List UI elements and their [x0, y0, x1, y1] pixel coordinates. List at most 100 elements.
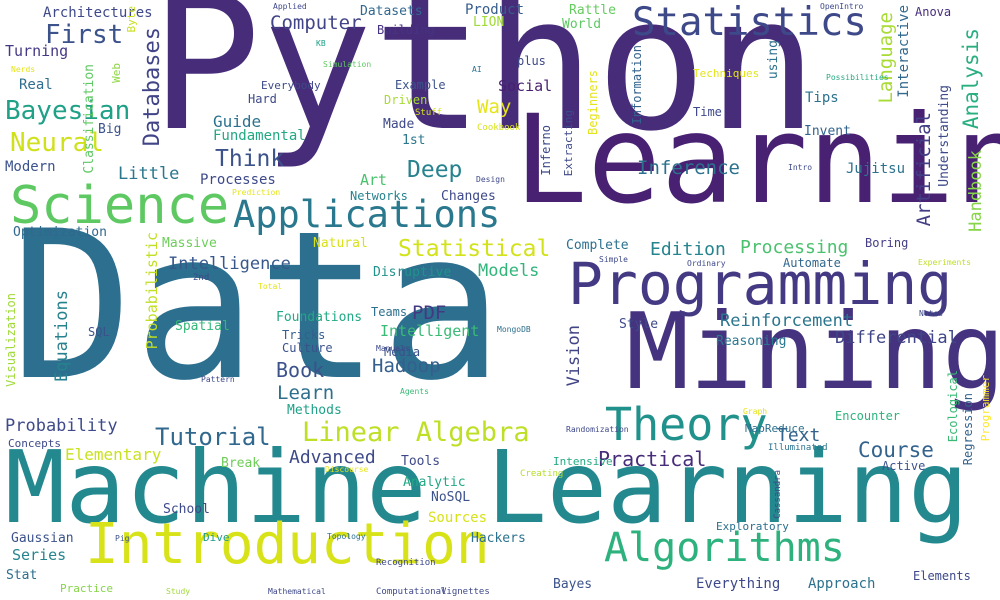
cloud-word: MongoDB [497, 325, 531, 334]
cloud-word: Sources [428, 510, 488, 526]
cloud-word: Text [777, 425, 821, 446]
cloud-word: Recognition [376, 558, 436, 568]
cloud-word: NoSQL [431, 490, 471, 505]
cloud-word: Analytic [403, 475, 466, 490]
cloud-word: Big [98, 122, 122, 137]
cloud-word: Learn [277, 382, 335, 404]
cloud-word: Ordinary [687, 259, 726, 268]
cloud-word: Nerds [11, 65, 36, 74]
cloud-word: Turning [5, 42, 69, 60]
cloud-word: 1st [402, 133, 426, 148]
cloud-word: Deep [407, 157, 463, 183]
cloud-word: Concepts [8, 437, 61, 450]
cloud-word: Tips [805, 90, 839, 106]
cloud-word: Linear Algebra [302, 417, 530, 448]
cloud-word: World [562, 17, 602, 32]
cloud-word: Interactive [896, 5, 912, 98]
cloud-word: Cookbook [477, 123, 521, 133]
cloud-word: Natural [313, 236, 368, 251]
cloud-word: Probabilistic [143, 232, 161, 350]
cloud-word: Gaussian [11, 531, 74, 546]
cloud-word: Stat [6, 568, 38, 583]
cloud-word: Rattle [569, 3, 616, 18]
cloud-word: Hadoop [372, 355, 441, 377]
cloud-word: Vision [564, 325, 584, 387]
cloud-word: Programmer [979, 375, 992, 442]
cloud-word: Example [395, 78, 446, 92]
cloud-word: Way [477, 96, 512, 118]
cloud-word: Modern [5, 159, 56, 175]
cloud-word: Changes [441, 189, 496, 204]
cloud-word: Experiments [918, 258, 971, 267]
cloud-word: Pig [115, 534, 130, 543]
cloud-word: Hackers [471, 531, 526, 546]
cloud-word: Vignettes [441, 587, 490, 597]
cloud-word: Possibilities [826, 73, 889, 82]
cloud-word: First [45, 20, 124, 50]
cloud-word: Bayes [553, 577, 593, 592]
cloud-word: plus [517, 54, 546, 68]
cloud-word: Creating [520, 469, 564, 479]
cloud-word: School [163, 502, 210, 517]
cloud-word: Break [221, 456, 261, 471]
cloud-word: Time [693, 105, 722, 119]
cloud-word: Design [476, 175, 505, 184]
cloud-word: Elements [913, 569, 971, 583]
cloud-word: Manuals [376, 344, 410, 353]
cloud-word: Differential [835, 328, 958, 348]
cloud-word: Networks [350, 189, 408, 203]
cloud-word: Extracting [562, 110, 575, 177]
cloud-word: Exploratory [716, 520, 789, 533]
cloud-word: Disruptive [373, 265, 452, 280]
cloud-word: Discourse [325, 465, 369, 474]
cloud-word: Introduction [85, 512, 490, 577]
cloud-word: 2nd [193, 273, 210, 283]
cloud-word: Language [875, 12, 897, 104]
cloud-word: Everything [696, 576, 781, 592]
cloud-word: Advanced [289, 447, 376, 468]
cloud-word: Byte [125, 6, 138, 33]
cloud-word: Building [377, 23, 435, 37]
cloud-word: Style [619, 317, 659, 332]
cloud-word: Intensive [553, 455, 613, 468]
cloud-word: Programming [568, 250, 953, 318]
cloud-word: Bayesian [5, 96, 131, 126]
cloud-word: Stuff [415, 108, 443, 118]
cloud-word: Analysis [959, 28, 983, 130]
cloud-word: Driven [384, 93, 428, 107]
cloud-word: LION [473, 15, 505, 30]
cloud-word: Computer [270, 12, 362, 34]
cloud-word: Applications [233, 193, 501, 236]
cloud-word: Elementary [65, 445, 162, 464]
cloud-word: Intro [788, 163, 813, 172]
cloud-word: Pattern [201, 375, 235, 384]
cloud-word: Regression [961, 393, 975, 466]
cloud-word: Anova [915, 5, 952, 19]
cloud-word: Visualization [4, 293, 18, 387]
cloud-word: Invent [804, 124, 851, 139]
cloud-word: Algorithms [604, 525, 845, 571]
cloud-word: Intelligence [168, 254, 291, 274]
cloud-word: Inference [637, 157, 740, 179]
cloud-word: Simulation [323, 60, 372, 69]
cloud-word: Statistical [398, 236, 551, 262]
cloud-word: Equations [52, 290, 72, 383]
cloud-word: Randomization [566, 425, 629, 434]
cloud-word: Mining [626, 291, 1000, 413]
cloud-word: Handbook [966, 150, 986, 232]
cloud-word: Think [215, 146, 285, 172]
cloud-word: Statistics [632, 0, 867, 45]
cloud-word: Approach [808, 576, 876, 592]
cloud-word: Neural [10, 128, 104, 158]
cloud-word: Applied [273, 2, 307, 11]
cloud-word: Notes [919, 309, 944, 318]
cloud-word: Simple [599, 255, 628, 264]
cloud-word: Little [118, 164, 180, 184]
cloud-word: Agents [400, 387, 429, 396]
cloud-word: Practical [598, 447, 707, 471]
cloud-word: Classification [82, 64, 97, 174]
cloud-word: Complete [566, 238, 629, 253]
cloud-word: Product [465, 2, 525, 18]
cloud-word: Series [12, 546, 67, 564]
